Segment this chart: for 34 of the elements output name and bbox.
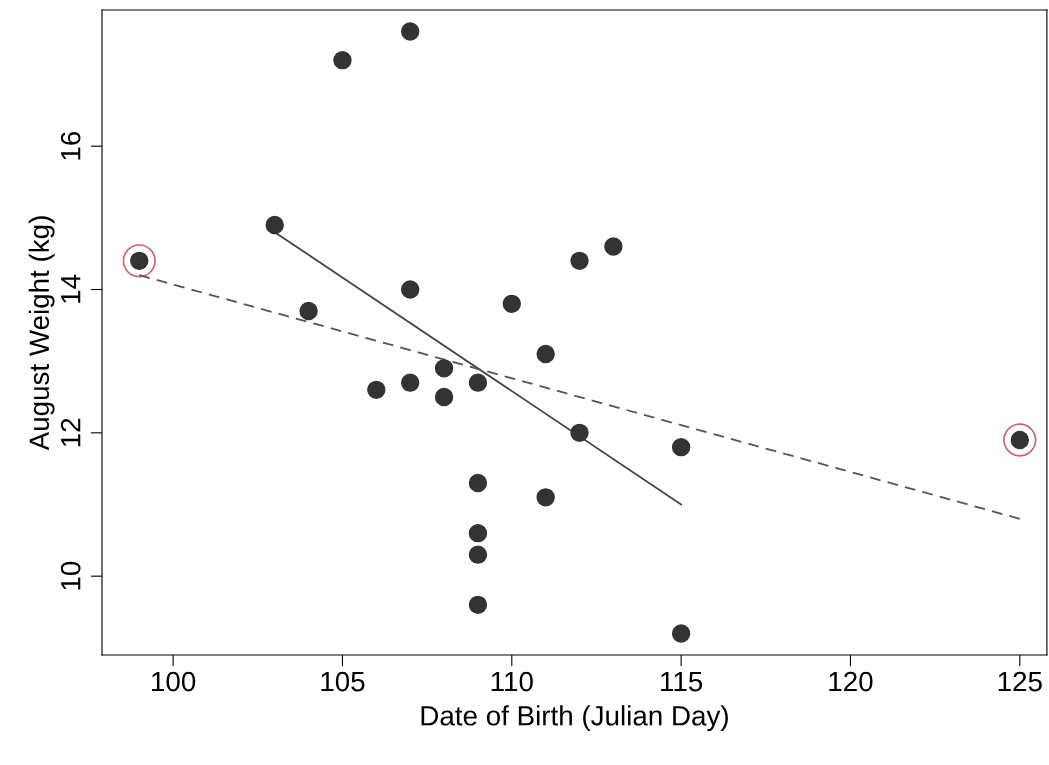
point xyxy=(536,344,555,364)
point xyxy=(468,545,488,564)
point xyxy=(367,380,386,400)
point xyxy=(604,237,623,256)
point xyxy=(570,423,589,443)
point xyxy=(468,523,488,543)
point xyxy=(570,251,589,271)
point xyxy=(468,595,488,615)
y-tick-label: 14 xyxy=(61,274,81,303)
y-tick-label: 10 xyxy=(60,561,81,590)
x-tick-label: 120 xyxy=(829,671,873,692)
point xyxy=(468,373,488,392)
point xyxy=(400,22,420,41)
point xyxy=(265,215,284,235)
point xyxy=(502,294,521,314)
y-tick-label: 12 xyxy=(60,418,81,447)
y-axis-title: August Weight (kg) xyxy=(28,216,55,451)
point xyxy=(400,373,420,392)
point xyxy=(671,624,691,643)
point xyxy=(299,301,318,321)
x-tick-label: 110 xyxy=(491,671,533,692)
x-tick-label: 125 xyxy=(998,671,1042,692)
point xyxy=(400,280,420,299)
x-tick-label: 105 xyxy=(321,671,365,692)
x-axis-title: Date of Birth (Julian Day) xyxy=(421,705,728,732)
point xyxy=(468,473,488,493)
x-tick-label: 115 xyxy=(661,671,703,692)
point xyxy=(434,387,454,407)
point xyxy=(333,50,352,70)
point xyxy=(536,488,555,507)
x-tick-label: 100 xyxy=(152,671,196,692)
point xyxy=(434,359,454,378)
y-tick-label: 16 xyxy=(60,131,81,160)
point xyxy=(671,437,691,457)
